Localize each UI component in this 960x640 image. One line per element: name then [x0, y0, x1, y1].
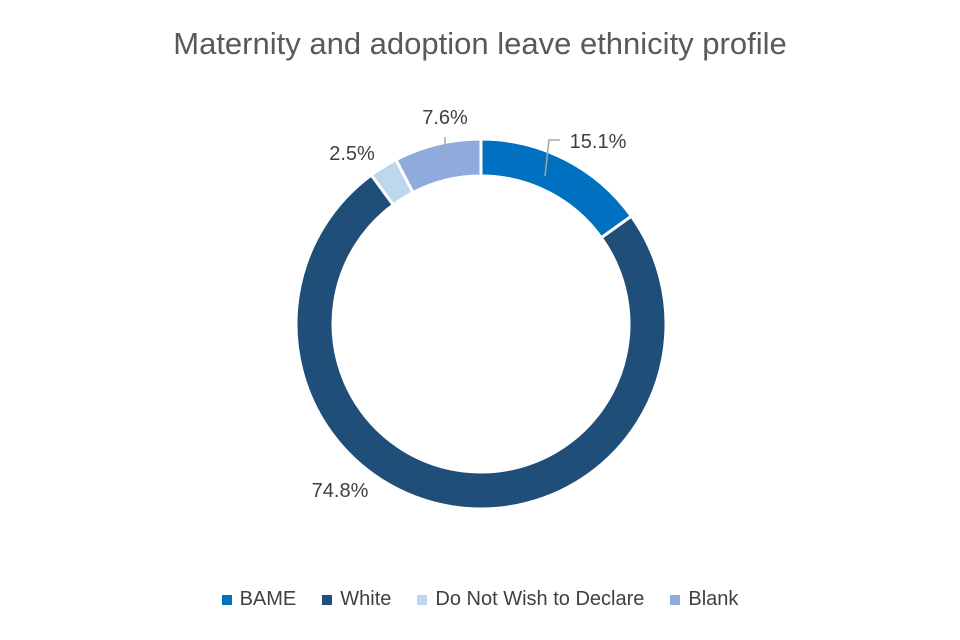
- chart-title: Maternity and adoption leave ethnicity p…: [173, 26, 787, 61]
- legend-item-do-not-wish-to-declare[interactable]: Do Not Wish to Declare: [417, 588, 644, 611]
- legend-swatch-do-not-wish-to-declare: [417, 594, 428, 605]
- data-label-bame: 15.1%: [570, 131, 627, 153]
- legend-swatch-blank: [670, 594, 681, 605]
- legend-label-bame: BAME: [239, 588, 297, 610]
- legend: BAME White Do Not Wish to Declare Blank: [0, 588, 960, 611]
- slice-white[interactable]: [294, 172, 668, 511]
- data-label-white: 74.8%: [312, 480, 369, 502]
- slice-bame[interactable]: [479, 137, 634, 240]
- legend-label-blank: Blank: [688, 588, 739, 610]
- data-label-blank: 7.6%: [422, 107, 468, 129]
- legend-label-white: White: [340, 588, 392, 610]
- legend-item-blank[interactable]: Blank: [670, 588, 738, 611]
- legend-label-do-not-wish-to-declare: Do Not Wish to Declare: [435, 588, 645, 610]
- leader-line-bame: [544, 139, 560, 177]
- legend-swatch-bame: [221, 594, 232, 605]
- legend-item-white[interactable]: White: [322, 588, 391, 611]
- slice-blank[interactable]: [393, 137, 483, 195]
- data-label-do-not-wish-to-declare: 2.5%: [329, 143, 375, 165]
- legend-swatch-white: [322, 594, 333, 605]
- legend-item-bame[interactable]: BAME: [221, 588, 297, 611]
